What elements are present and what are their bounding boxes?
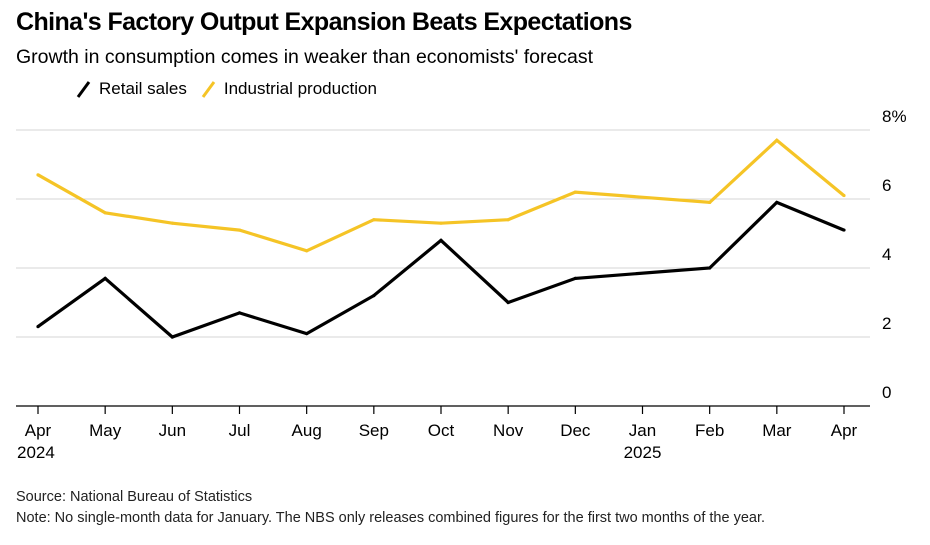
chart-subtitle: Growth in consumption comes in weaker th… (16, 46, 594, 68)
chart-title: China's Factory Output Expansion Beats E… (16, 8, 632, 36)
x-tick-label-0: Apr (25, 421, 52, 440)
x-tick-label-8: Dec (560, 421, 591, 440)
data-point-industrial-production-11 (775, 138, 779, 142)
series-line-industrial-production (37, 138, 846, 253)
legend-stroke-retail-sales (76, 81, 91, 98)
x-tick-label-10: Feb (695, 421, 724, 440)
data-point-retail-sales-1 (103, 276, 107, 280)
x-tick-label-3: Jul (229, 421, 251, 440)
y-tick-label-8: 8% (882, 107, 907, 126)
y-tick-label-2: 2 (882, 314, 891, 333)
x-tick-label-9: Jan (629, 421, 656, 440)
x-year-label-2024: 2024 (17, 443, 55, 462)
y-tick-label-6: 6 (882, 176, 891, 195)
data-point-retail-sales-0 (36, 325, 40, 329)
data-point-industrial-production-8 (573, 190, 577, 194)
footnote: Note: No single-month data for January. … (16, 510, 766, 526)
legend-item-industrial-production: Industrial production (201, 79, 377, 99)
data-point-retail-sales-12 (842, 228, 846, 232)
data-point-industrial-production-2 (170, 221, 174, 225)
data-point-retail-sales-7 (506, 300, 510, 305)
data-point-industrial-production-6 (439, 221, 443, 225)
data-point-industrial-production-5 (372, 218, 376, 222)
data-point-retail-sales-3 (237, 311, 242, 315)
data-point-industrial-production-10 (708, 200, 712, 205)
legend-swatch-industrial-production (201, 79, 216, 99)
x-tick-label-1: May (89, 421, 122, 440)
x-tick-label-6: Oct (428, 421, 455, 440)
y-tick-label-0: 0 (882, 383, 891, 402)
x-tick-label-11: Mar (762, 421, 792, 440)
x-tick-label-12: Apr (831, 421, 858, 440)
line-chart: 0 2 4 6 8% Apr May Jun Jul Aug Sep Oct Nov Dec Jan Feb M… (16, 107, 907, 462)
y-tick-label-4: 4 (882, 245, 891, 264)
x-tick-label-5: Sep (359, 421, 389, 440)
series-line-retail-sales (37, 200, 845, 339)
source-note: Source: National Bureau of Statistics (16, 489, 253, 505)
legend: Retail sales Industrial production (76, 79, 391, 99)
data-point-retail-sales-11 (775, 200, 779, 205)
x-tick-label-4: Aug (292, 421, 322, 440)
data-point-industrial-production-3 (237, 228, 242, 232)
data-point-retail-sales-8 (573, 276, 577, 280)
data-point-industrial-production-12 (842, 193, 846, 198)
x-tick-label-2: Jun (159, 421, 186, 440)
data-point-retail-sales-10 (708, 266, 712, 270)
legend-label-industrial-production: Industrial production (223, 79, 377, 98)
data-point-industrial-production-4 (305, 249, 309, 253)
legend-item-retail-sales: Retail sales (76, 79, 187, 99)
x-year-label-2025: 2025 (624, 443, 662, 462)
legend-label-retail-sales: Retail sales (99, 79, 187, 98)
data-point-retail-sales-4 (305, 331, 309, 336)
data-point-industrial-production-1 (103, 211, 107, 215)
x-tick-label-7: Nov (493, 421, 524, 440)
legend-stroke-industrial-production (201, 81, 216, 98)
data-point-retail-sales-6 (439, 238, 443, 242)
data-point-industrial-production-7 (506, 218, 510, 222)
data-point-industrial-production-0 (36, 173, 40, 177)
data-point-retail-sales-2 (170, 335, 174, 339)
legend-swatch-retail-sales (76, 79, 91, 99)
data-point-retail-sales-5 (372, 294, 376, 298)
